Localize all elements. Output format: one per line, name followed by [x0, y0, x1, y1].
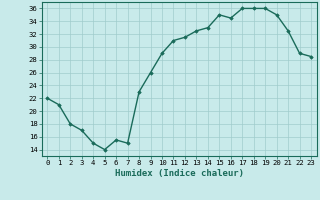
X-axis label: Humidex (Indice chaleur): Humidex (Indice chaleur)	[115, 169, 244, 178]
